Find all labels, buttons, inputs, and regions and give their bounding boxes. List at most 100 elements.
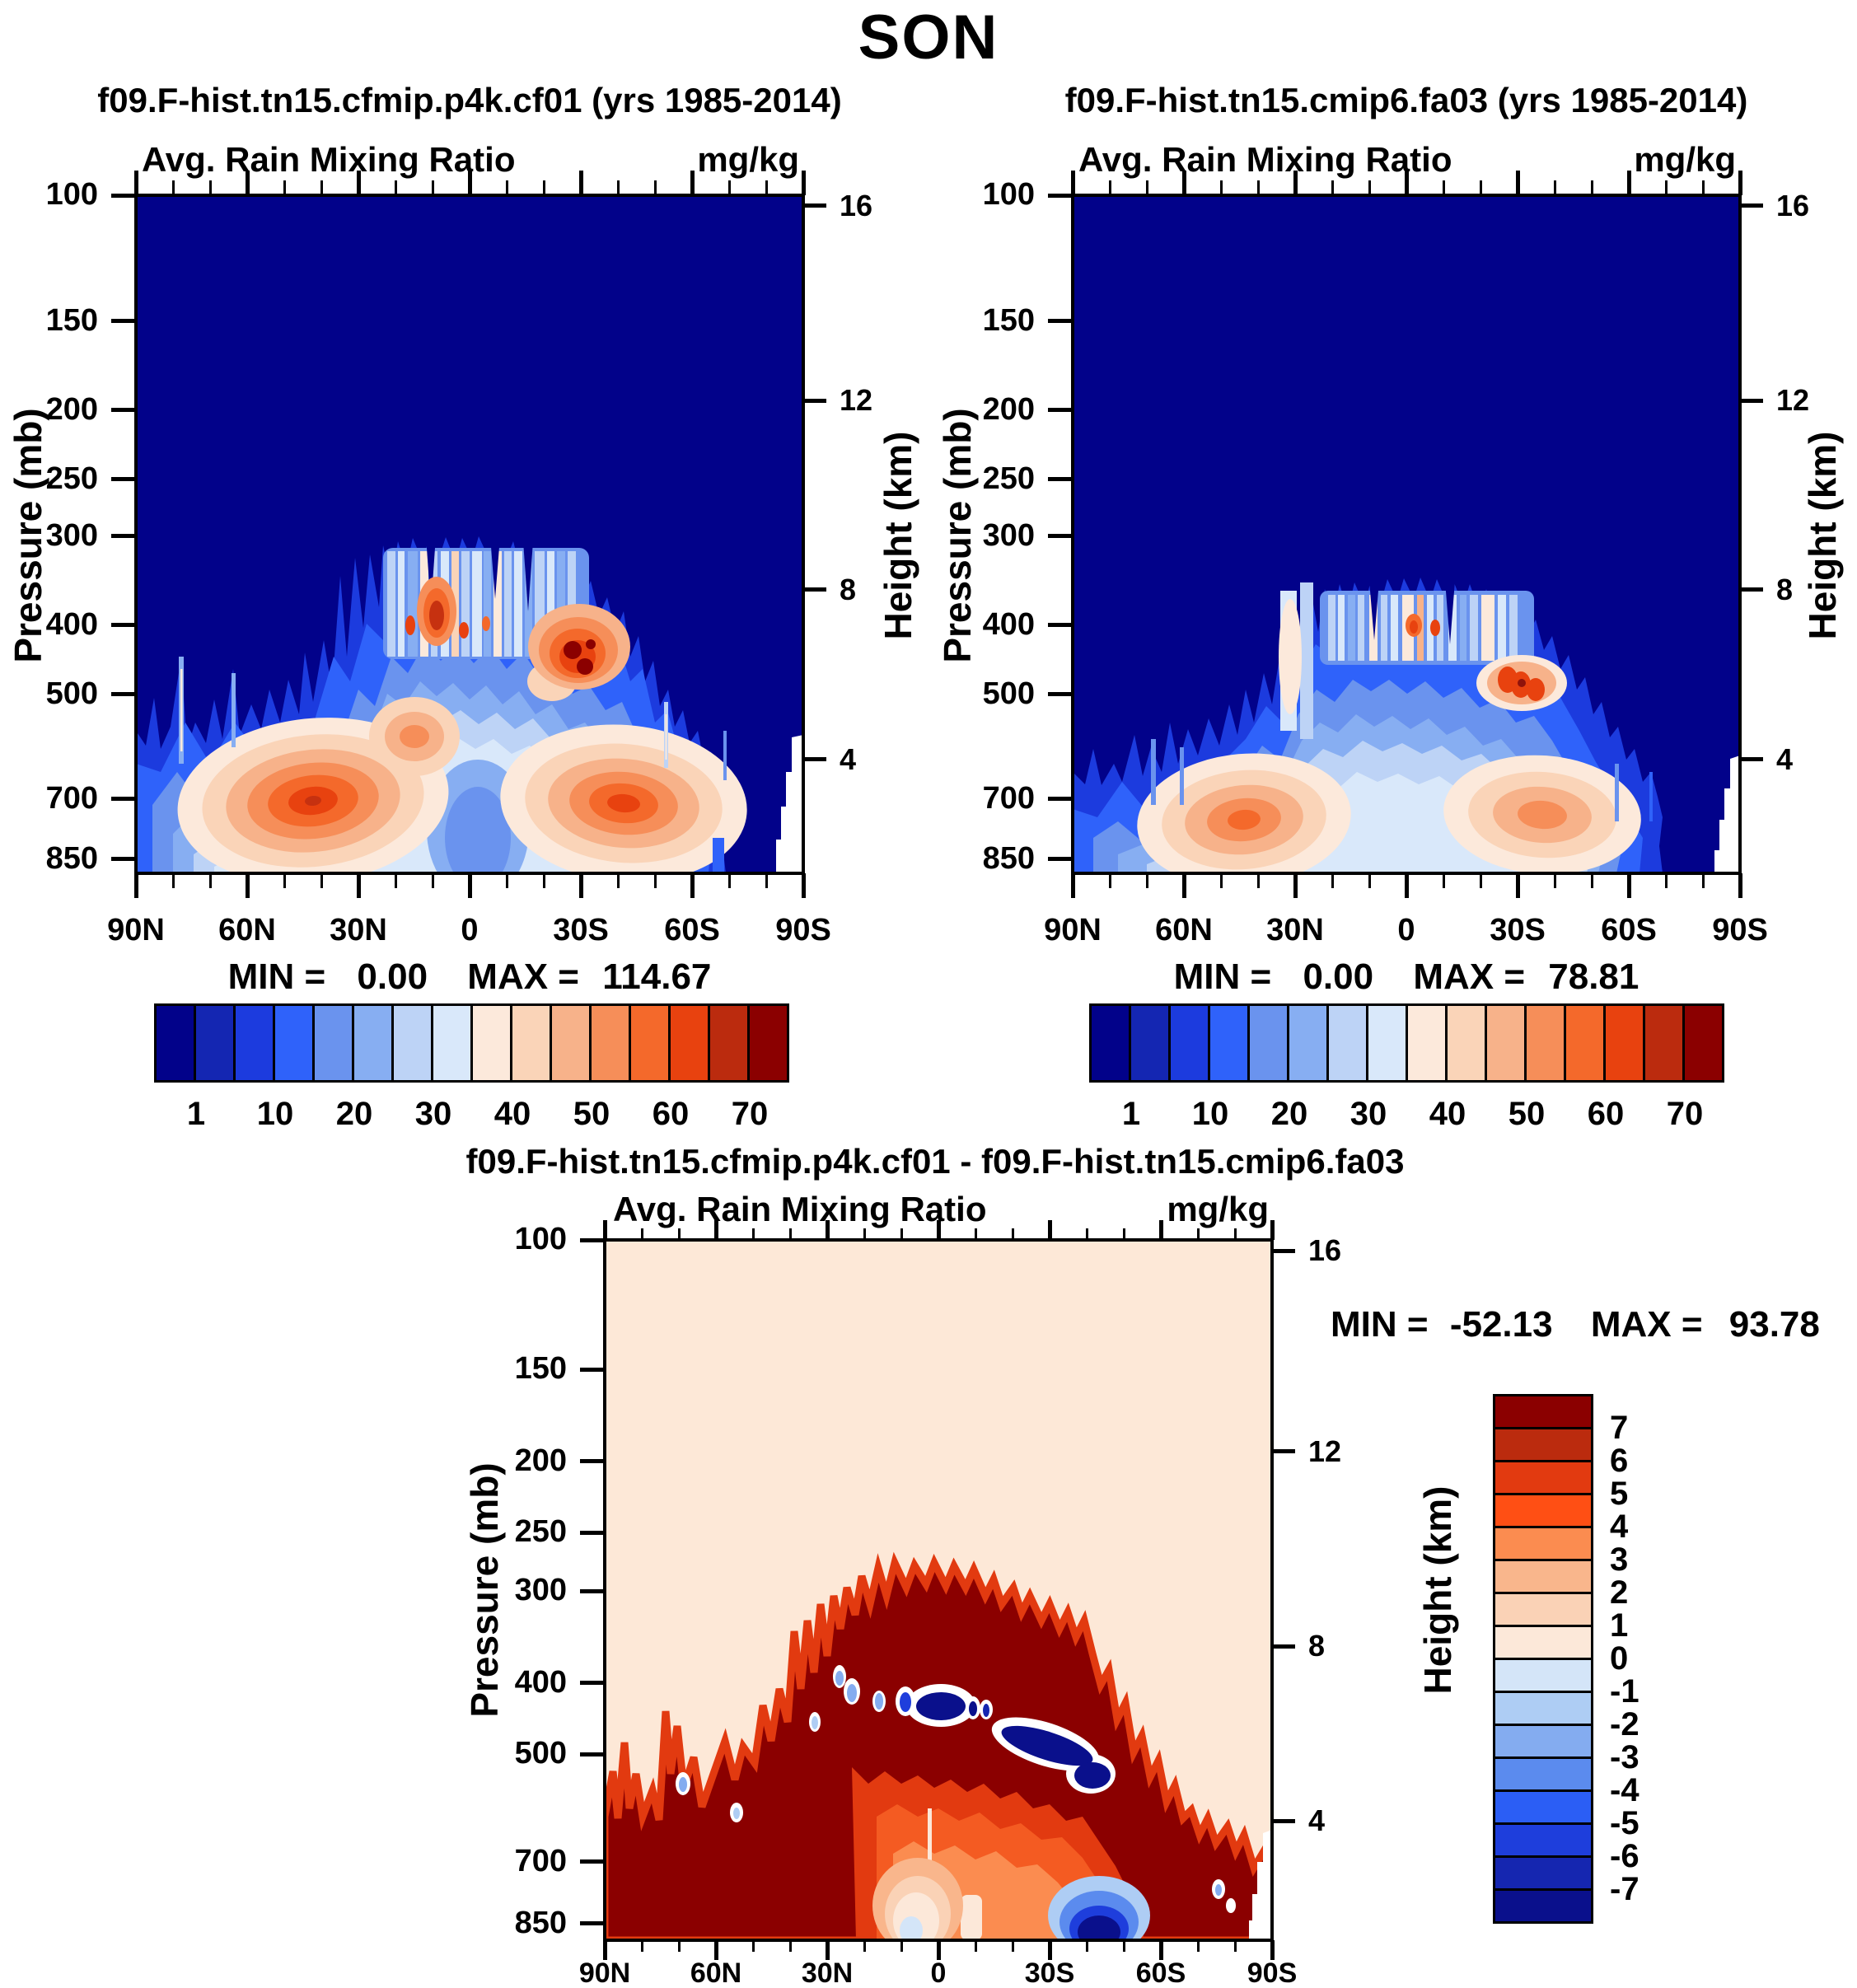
pressure-tick-label: 700	[982, 780, 1035, 816]
height-tick	[1740, 587, 1763, 592]
lat-tick	[133, 873, 138, 898]
colorbar-cell	[1495, 1396, 1591, 1427]
lat-tick	[394, 180, 397, 195]
colorbar-tick-label: -2	[1610, 1706, 1639, 1742]
lat-tick	[1331, 180, 1334, 195]
lat-tick	[1626, 873, 1631, 898]
lat-tick-label: 30S	[553, 913, 609, 947]
colorbar-tick-label: 1	[1121, 1096, 1141, 1132]
lat-tick	[1293, 171, 1298, 195]
lat-tick	[900, 1940, 903, 1952]
colorbar-cell	[750, 1006, 787, 1080]
lat-tick	[1368, 873, 1371, 888]
pressure-tick	[1048, 193, 1073, 198]
lat-tick	[208, 180, 212, 195]
lat-tick	[1515, 873, 1520, 898]
height-tick	[1740, 203, 1763, 208]
colorbar-cell	[1495, 1693, 1591, 1724]
lat-tick-label: 30S	[1490, 913, 1546, 947]
lat-tick	[1553, 180, 1556, 195]
left-mid-level-ridge	[369, 697, 460, 776]
pressure-tick	[111, 193, 136, 198]
pressure-tick	[1048, 534, 1073, 539]
lat-tick	[578, 171, 583, 195]
lat-tick-label: 60S	[1601, 913, 1657, 947]
lat-tick	[1158, 1940, 1163, 1960]
right-south-pole-notch	[1714, 755, 1740, 873]
pressure-tick-label: 100	[45, 177, 98, 212]
pressure-tick	[111, 319, 136, 324]
lat-tick	[1158, 1220, 1163, 1240]
colorbar-cell	[1329, 1006, 1366, 1080]
height-tick-label: 16	[840, 188, 873, 222]
pressure-tick	[1048, 408, 1073, 413]
minmax-right: MIN = 0.00 MAX = 78.81	[1118, 957, 1695, 997]
max-value-left: 114.67	[602, 957, 712, 997]
panel-diff-title: f09.F-hist.tn15.cfmip.p4k.cf01 - f09.F-h…	[465, 1142, 1405, 1181]
colorbar-cell	[512, 1006, 550, 1080]
colorbar-cell	[1495, 1561, 1591, 1592]
lat-tick	[1233, 1228, 1237, 1240]
panel-right-title: f09.F-hist.tn15.cmip6.fa03 (yrs 1985-201…	[1064, 81, 1748, 119]
colorbar-tick-label: -1	[1610, 1673, 1639, 1710]
pressure-tick-label: 300	[982, 517, 1035, 553]
colorbar-cell	[1487, 1006, 1524, 1080]
colorbar-tick-label: 7	[1610, 1410, 1629, 1446]
colorbar-cell	[354, 1006, 391, 1080]
height-tick-label: 4	[1776, 741, 1794, 776]
lat-tick	[765, 180, 768, 195]
lat-tick	[171, 873, 175, 888]
height-tick-label: 12	[1308, 1434, 1342, 1468]
lat-tick	[1256, 873, 1260, 888]
lat-tick	[863, 1228, 866, 1240]
lat-tick-label: 60N	[1155, 913, 1213, 947]
colorbar-cell	[1495, 1759, 1591, 1789]
height-tick-label: 8	[1776, 572, 1794, 606]
lat-tick-label: 90S	[775, 913, 831, 947]
colorbar-cell	[1092, 1006, 1129, 1080]
lat-tick	[1664, 873, 1668, 888]
colorbar-tick-label: 4	[1610, 1509, 1629, 1545]
lat-tick	[1011, 1940, 1014, 1952]
colorbar-cell	[1495, 1825, 1591, 1855]
colorbar-tick-label: 10	[256, 1096, 294, 1132]
min-value-right: 0.00	[1303, 957, 1374, 997]
colorbar-tick-label: 30	[1349, 1096, 1387, 1132]
lat-tick	[431, 180, 434, 195]
lat-tick	[801, 171, 806, 195]
min-value-left: 0.00	[357, 957, 428, 997]
pressure-tick-label: 150	[45, 302, 98, 338]
colorbar-cell	[1368, 1006, 1406, 1080]
lat-tick	[505, 180, 508, 195]
lat-tick	[1219, 180, 1223, 195]
colorbar-tick-label: 6	[1610, 1443, 1629, 1479]
lat-tick	[1145, 873, 1148, 888]
figure-title: SON	[858, 2, 999, 73]
lat-tick	[602, 1220, 607, 1240]
height-tick-label: 8	[1308, 1629, 1326, 1663]
lat-tick	[751, 1940, 755, 1952]
height-tick	[1272, 1248, 1295, 1253]
colorbar-tick-label: 20	[1270, 1096, 1308, 1132]
height-tick-label: 4	[1308, 1803, 1326, 1838]
min-label-diff: MIN =	[1331, 1304, 1429, 1345]
lat-tick	[1479, 873, 1482, 888]
colorbar-cell	[157, 1006, 194, 1080]
colorbar-tick-label: 60	[652, 1096, 690, 1132]
lat-tick	[1331, 873, 1334, 888]
pressure-tick-label: 250	[45, 461, 98, 496]
lat-tick	[578, 873, 583, 898]
height-tick-label: 16	[1776, 188, 1810, 222]
lat-tick-label: 0	[461, 913, 479, 947]
lat-tick	[713, 1940, 718, 1960]
pressure-tick	[111, 477, 136, 482]
lat-tick	[1442, 180, 1445, 195]
colorbar-tick-label: 70	[1666, 1096, 1704, 1132]
panel-left-units: mg/kg	[697, 140, 799, 179]
pressure-tick-label: 500	[982, 676, 1035, 711]
lat-tick	[431, 873, 434, 888]
pressure-tick	[1048, 477, 1073, 482]
right-low-level-max-south	[1443, 755, 1641, 873]
colorbar-tick-label: -4	[1610, 1772, 1639, 1808]
